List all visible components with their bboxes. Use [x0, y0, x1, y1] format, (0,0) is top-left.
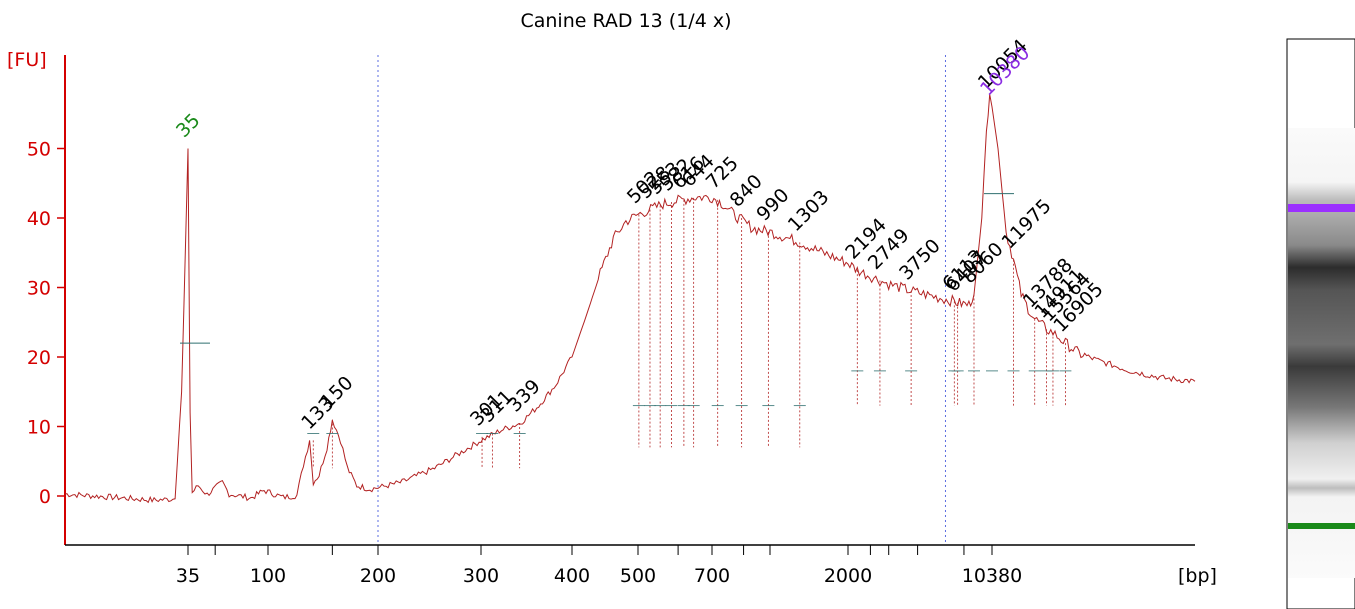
y-axis-label: [FU]: [7, 49, 47, 71]
peak-label: 11975: [997, 195, 1055, 253]
x-tick-label: 2000: [824, 565, 872, 587]
y-tick-label: 40: [27, 208, 51, 230]
peak-2749[interactable]: 2749: [864, 224, 914, 406]
peak-3750[interactable]: 3750: [895, 235, 945, 406]
peak-label: 35: [172, 109, 205, 142]
peak-10380[interactable]: 10380: [976, 42, 1034, 372]
x-tick-label: 500: [620, 565, 656, 587]
x-tick-label: 300: [463, 565, 499, 587]
x-axis-label: [bp]: [1178, 565, 1217, 587]
y-tick-label: 0: [39, 486, 51, 508]
peak-35[interactable]: 35: [172, 109, 205, 142]
peak-label: 339: [504, 375, 545, 416]
x-tick-label: 200: [360, 565, 396, 587]
peak-644[interactable]: 644: [678, 150, 719, 448]
gel-lower-marker-band: [1288, 523, 1355, 529]
x-tick-label: 400: [554, 565, 590, 587]
gel-upper-marker-band: [1288, 204, 1355, 212]
electropherogram-trace: [64, 94, 1196, 504]
peak-616[interactable]: 616: [668, 152, 709, 448]
x-tick-label: 10380: [962, 565, 1022, 587]
x-tick-label: 35: [176, 565, 200, 587]
y-tick-label: 50: [27, 139, 51, 161]
chart-title: Canine RAD 13 (1/4 x): [520, 10, 731, 32]
peak-582[interactable]: 582: [655, 154, 697, 448]
y-tick-label: 20: [27, 347, 51, 369]
y-tick-label: 30: [27, 278, 51, 300]
x-tick-label: 700: [694, 565, 730, 587]
peak-label: 1303: [784, 186, 834, 236]
x-tick-label: 100: [250, 565, 286, 587]
gel-lane: [1286, 38, 1355, 609]
gel-band-gradient: [1288, 128, 1355, 578]
y-tick-label: 10: [27, 417, 51, 439]
peak-1303[interactable]: 1303: [784, 186, 834, 448]
